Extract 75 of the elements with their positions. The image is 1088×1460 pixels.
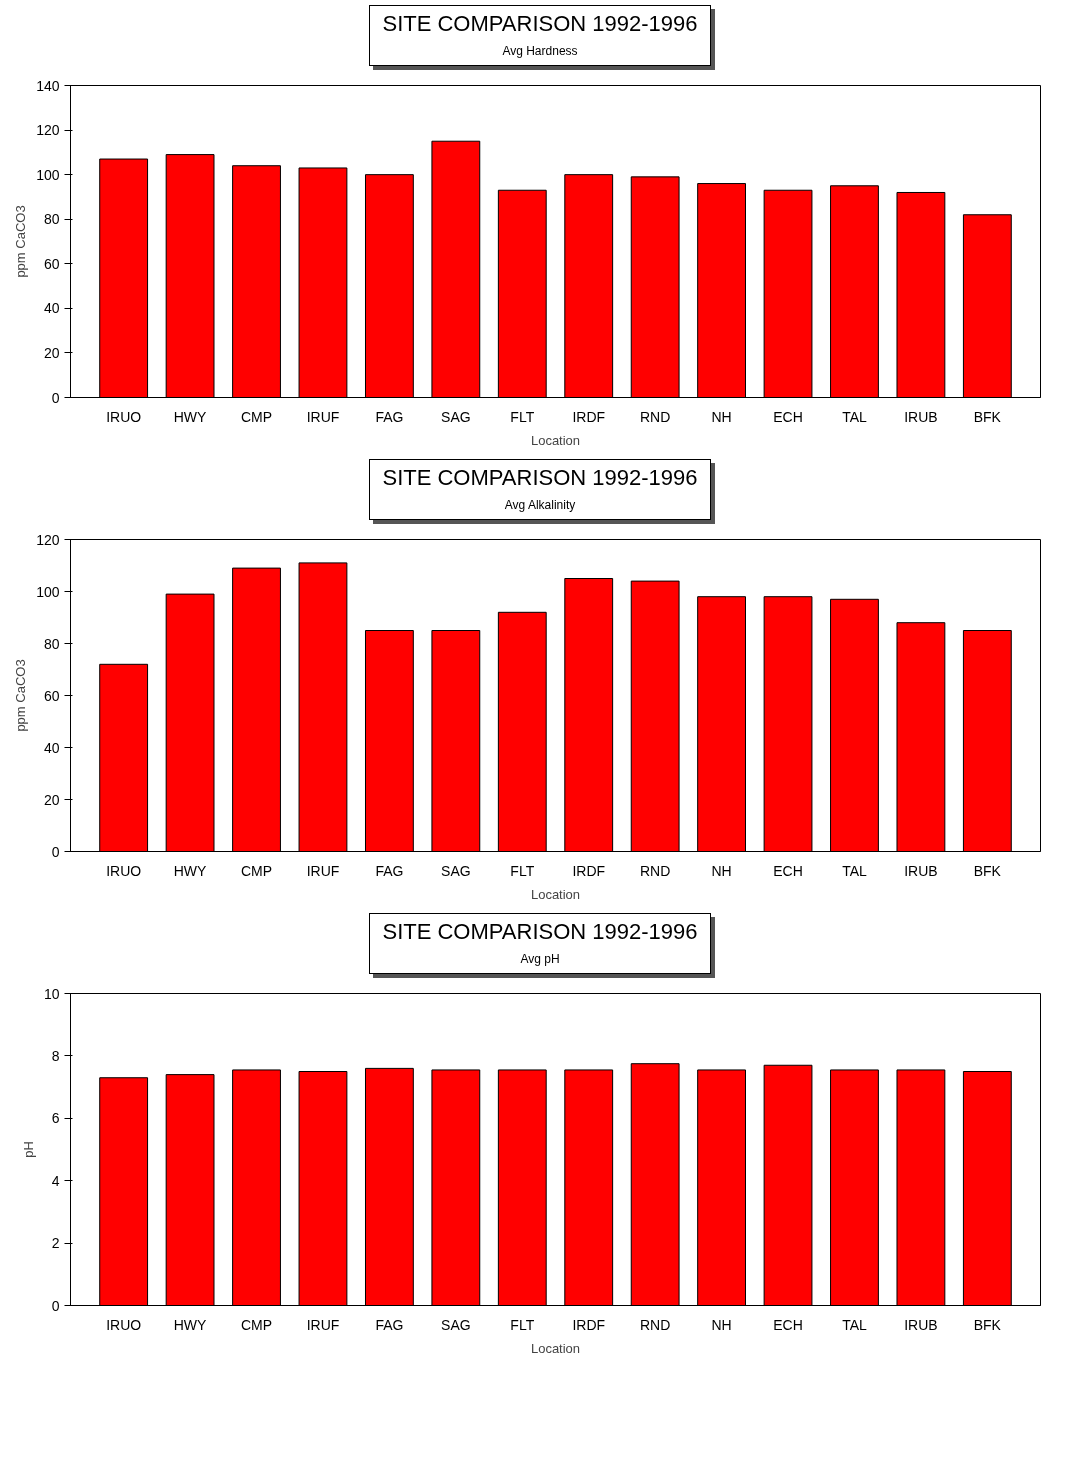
y-tick-label: 4 (51, 1172, 60, 1189)
x-tick-label: HWY (173, 1316, 208, 1333)
chart-subtitle: Avg pH (519, 951, 561, 969)
x-tick-label: IRDF (572, 408, 606, 425)
x-tick-label: IRDF (572, 1316, 606, 1333)
x-axis-title: Location (530, 886, 581, 902)
x-tick-label: IRUO (106, 862, 142, 879)
y-tick-label: 80 (43, 635, 60, 652)
chart-title: SITE COMPARISON 1992-1996 (382, 464, 698, 492)
x-tick-label: NH (711, 408, 732, 425)
y-tick-label: 0 (51, 1297, 60, 1314)
x-tick-label: SAG (441, 1316, 471, 1333)
x-axis-title: Location (530, 1340, 581, 1356)
x-tick-label: FAG (375, 408, 404, 425)
x-tick-label: IRUB (904, 1316, 938, 1333)
y-tick-label: 40 (43, 739, 60, 756)
x-tick-label: ECH (773, 408, 803, 425)
x-tick-label: IRUB (904, 862, 938, 879)
x-tick-label: BFK (973, 408, 1002, 425)
y-tick-label: 10 (43, 985, 60, 1002)
chart-title: SITE COMPARISON 1992-1996 (382, 918, 698, 946)
x-tick-label: RND (639, 1316, 671, 1333)
y-tick-label: 6 (51, 1110, 60, 1127)
x-tick-label: TAL (842, 862, 867, 879)
y-tick-label: 120 (36, 122, 60, 139)
x-tick-label: SAG (441, 408, 471, 425)
y-tick-label: 8 (51, 1047, 60, 1064)
x-tick-label: BFK (973, 862, 1002, 879)
y-tick-label: 0 (51, 843, 60, 860)
chart-subtitle: Avg Hardness (501, 43, 579, 61)
y-tick-label: 80 (43, 211, 60, 228)
x-tick-label: IRUF (306, 862, 340, 879)
x-tick-label: ECH (773, 862, 803, 879)
y-axis-title: ppm CaCO3 (13, 205, 29, 278)
x-tick-label: RND (639, 862, 671, 879)
x-tick-label: FAG (375, 1316, 404, 1333)
y-tick-label: 140 (36, 77, 60, 94)
x-tick-label: IRDF (572, 862, 606, 879)
y-tick-label: 100 (36, 166, 60, 183)
x-tick-label: SAG (441, 862, 471, 879)
x-tick-label: IRUF (306, 1316, 340, 1333)
x-tick-label: IRUO (106, 408, 142, 425)
y-tick-label: 2 (51, 1235, 60, 1252)
x-tick-label: CMP (240, 862, 273, 879)
x-tick-label: FLT (510, 1316, 535, 1333)
x-tick-label: TAL (842, 408, 867, 425)
x-tick-label: IRUB (904, 408, 938, 425)
x-tick-label: FLT (510, 862, 535, 879)
x-tick-label: HWY (173, 408, 208, 425)
y-tick-label: 60 (43, 255, 60, 272)
y-tick-label: 20 (43, 344, 60, 361)
x-tick-label: FLT (510, 408, 535, 425)
y-tick-label: 40 (43, 300, 60, 317)
y-axis-title: pH (20, 1141, 36, 1158)
y-tick-label: 100 (36, 583, 60, 600)
chart-subtitle: Avg Alkalinity (503, 497, 577, 515)
x-tick-label: CMP (240, 408, 273, 425)
x-tick-label: IRUF (306, 408, 340, 425)
x-tick-label: BFK (973, 1316, 1002, 1333)
x-tick-label: TAL (842, 1316, 867, 1333)
y-axis-title: ppm CaCO3 (13, 659, 29, 732)
x-tick-label: NH (711, 862, 732, 879)
y-tick-label: 20 (43, 791, 60, 808)
x-tick-label: RND (639, 408, 671, 425)
y-tick-label: 0 (51, 389, 60, 406)
y-tick-label: 60 (43, 687, 60, 704)
y-tick-label: 120 (36, 531, 60, 548)
x-tick-label: HWY (173, 862, 208, 879)
x-tick-label: ECH (773, 1316, 803, 1333)
x-tick-label: FAG (375, 862, 404, 879)
x-tick-label: CMP (240, 1316, 273, 1333)
x-axis-title: Location (530, 432, 581, 448)
chart-title: SITE COMPARISON 1992-1996 (382, 10, 698, 38)
x-tick-label: IRUO (106, 1316, 142, 1333)
x-tick-label: NH (711, 1316, 732, 1333)
